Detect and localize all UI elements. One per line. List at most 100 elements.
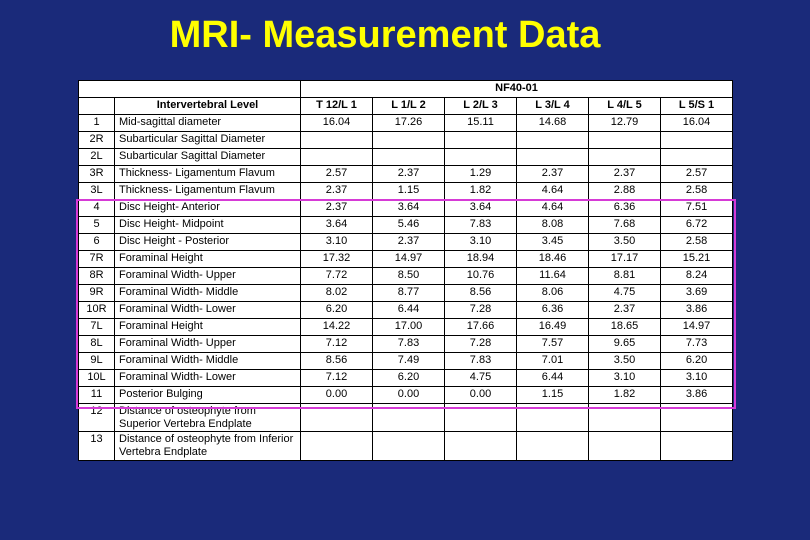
value-cell: 8.24 xyxy=(661,268,733,285)
row-label-cell: Thickness- Ligamentum Flavum xyxy=(115,183,301,200)
row-label-cell: Disc Height- Midpoint xyxy=(115,217,301,234)
value-cell: 1.15 xyxy=(517,387,589,404)
value-cell: 3.64 xyxy=(373,200,445,217)
value-cell: 6.20 xyxy=(373,370,445,387)
value-cell: 2.57 xyxy=(301,166,373,183)
table-row: 5Disc Height- Midpoint3.645.467.838.087.… xyxy=(79,217,733,234)
value-cell xyxy=(517,149,589,166)
data-table-container: NF40-01 Intervertebral LevelT 12/L 1L 1/… xyxy=(78,80,732,461)
value-cell: 8.56 xyxy=(445,285,517,302)
value-cell: 3.64 xyxy=(445,200,517,217)
value-cell: 2.58 xyxy=(661,183,733,200)
patient-id-cell: NF40-01 xyxy=(301,81,733,98)
value-cell: 1.82 xyxy=(445,183,517,200)
row-label-cell: Thickness- Ligamentum Flavum xyxy=(115,166,301,183)
row-index-cell: 9R xyxy=(79,285,115,302)
table-row: 2LSubarticular Sagittal Diameter xyxy=(79,149,733,166)
table-row: 7LForaminal Height14.2217.0017.6616.4918… xyxy=(79,319,733,336)
value-cell: 18.94 xyxy=(445,251,517,268)
value-cell: 17.17 xyxy=(589,251,661,268)
value-cell: 16.04 xyxy=(301,115,373,132)
table-row: 11Posterior Bulging0.000.000.001.151.823… xyxy=(79,387,733,404)
table-header-row: Intervertebral LevelT 12/L 1L 1/L 2L 2/L… xyxy=(79,98,733,115)
table-row: 3RThickness- Ligamentum Flavum2.572.371.… xyxy=(79,166,733,183)
column-header-1: L 1/L 2 xyxy=(373,98,445,115)
value-cell: 2.37 xyxy=(301,183,373,200)
row-label-cell: Foraminal Height xyxy=(115,319,301,336)
value-cell xyxy=(373,132,445,149)
row-index-cell: 4 xyxy=(79,200,115,217)
value-cell xyxy=(589,404,661,432)
row-index-cell: 10L xyxy=(79,370,115,387)
row-label-cell: Subarticular Sagittal Diameter xyxy=(115,132,301,149)
value-cell: 3.86 xyxy=(661,302,733,319)
value-cell: 11.64 xyxy=(517,268,589,285)
value-cell xyxy=(661,432,733,460)
table-row: 1Mid-sagittal diameter16.0417.2615.1114.… xyxy=(79,115,733,132)
value-cell: 14.97 xyxy=(373,251,445,268)
row-index-cell: 8L xyxy=(79,336,115,353)
value-cell: 0.00 xyxy=(373,387,445,404)
value-cell: 3.10 xyxy=(661,370,733,387)
value-cell xyxy=(589,149,661,166)
row-index-cell: 1 xyxy=(79,115,115,132)
row-index-cell: 12 xyxy=(79,404,115,432)
value-cell: 7.68 xyxy=(589,217,661,234)
value-cell: 3.10 xyxy=(445,234,517,251)
value-cell: 8.02 xyxy=(301,285,373,302)
value-cell: 7.12 xyxy=(301,336,373,353)
value-cell: 7.83 xyxy=(445,217,517,234)
value-cell: 14.97 xyxy=(661,319,733,336)
value-cell: 2.37 xyxy=(373,234,445,251)
value-cell: 2.37 xyxy=(589,166,661,183)
column-header-4: L 4/L 5 xyxy=(589,98,661,115)
value-cell xyxy=(517,132,589,149)
row-label-cell: Posterior Bulging xyxy=(115,387,301,404)
row-label-cell: Foraminal Width- Middle xyxy=(115,353,301,370)
value-cell: 10.76 xyxy=(445,268,517,285)
value-cell xyxy=(661,132,733,149)
value-cell: 8.81 xyxy=(589,268,661,285)
row-label-cell: Foraminal Width- Lower xyxy=(115,302,301,319)
mri-data-table: NF40-01 Intervertebral LevelT 12/L 1L 1/… xyxy=(78,80,733,461)
value-cell: 2.37 xyxy=(373,166,445,183)
row-label-cell: Subarticular Sagittal Diameter xyxy=(115,149,301,166)
row-index-cell: 2R xyxy=(79,132,115,149)
row-index-cell: 3R xyxy=(79,166,115,183)
value-cell: 12.79 xyxy=(589,115,661,132)
row-label-cell: Foraminal Width- Lower xyxy=(115,370,301,387)
value-cell: 14.22 xyxy=(301,319,373,336)
value-cell: 3.10 xyxy=(301,234,373,251)
value-cell: 8.08 xyxy=(517,217,589,234)
value-cell: 3.10 xyxy=(589,370,661,387)
row-index-cell: 2L xyxy=(79,149,115,166)
table-row: 7RForaminal Height17.3214.9718.9418.4617… xyxy=(79,251,733,268)
column-header-2: L 2/L 3 xyxy=(445,98,517,115)
table-row: 9RForaminal Width- Middle8.028.778.568.0… xyxy=(79,285,733,302)
value-cell xyxy=(661,149,733,166)
table-row: 3LThickness- Ligamentum Flavum2.371.151.… xyxy=(79,183,733,200)
table-row: 10LForaminal Width- Lower7.126.204.756.4… xyxy=(79,370,733,387)
value-cell: 17.26 xyxy=(373,115,445,132)
value-cell xyxy=(445,432,517,460)
value-cell: 8.50 xyxy=(373,268,445,285)
value-cell: 7.72 xyxy=(301,268,373,285)
row-index-cell: 13 xyxy=(79,432,115,460)
value-cell: 4.64 xyxy=(517,183,589,200)
row-label-cell: Foraminal Width- Upper xyxy=(115,336,301,353)
value-cell: 2.37 xyxy=(589,302,661,319)
value-cell xyxy=(373,404,445,432)
value-cell: 3.64 xyxy=(301,217,373,234)
value-cell xyxy=(517,404,589,432)
value-cell: 7.83 xyxy=(373,336,445,353)
row-label-cell: Foraminal Width- Middle xyxy=(115,285,301,302)
value-cell xyxy=(373,149,445,166)
row-index-cell: 8R xyxy=(79,268,115,285)
value-cell: 17.32 xyxy=(301,251,373,268)
row-label-cell: Mid-sagittal diameter xyxy=(115,115,301,132)
table-row: 2RSubarticular Sagittal Diameter xyxy=(79,132,733,149)
value-cell: 7.51 xyxy=(661,200,733,217)
slide-title: MRI- Measurement Data xyxy=(0,0,810,57)
value-cell: 6.20 xyxy=(661,353,733,370)
label-header-cell: Intervertebral Level xyxy=(115,98,301,115)
